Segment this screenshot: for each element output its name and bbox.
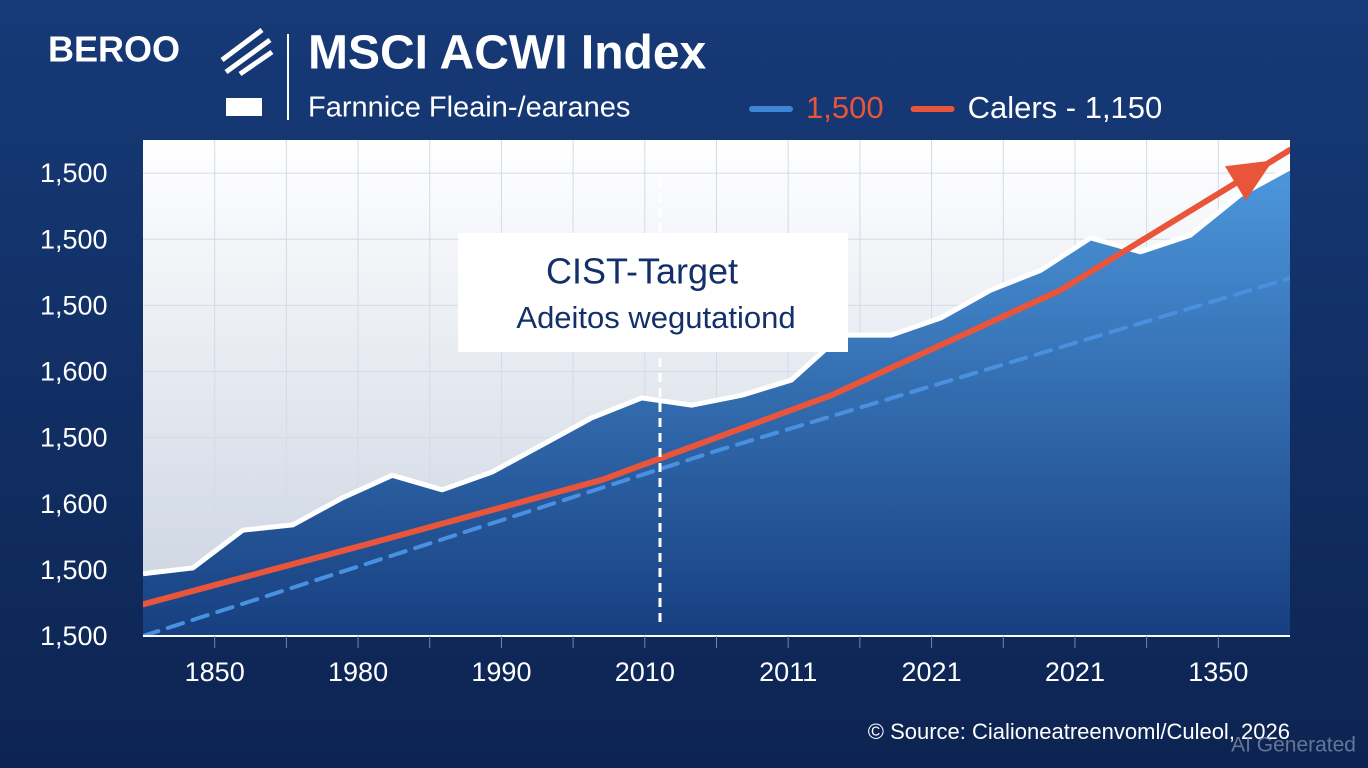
marks — [143, 146, 1290, 636]
line — [143, 276, 1290, 636]
y-tick-label: 1,500 — [40, 290, 108, 320]
y-tick-label: 1,500 — [40, 224, 108, 254]
legend-label: 1,500 — [806, 90, 884, 125]
x-tick-label: 1980 — [328, 657, 388, 687]
watermark: AI Generated — [1231, 734, 1356, 757]
x-tick-label: 2021 — [1045, 657, 1105, 687]
annotation-box — [458, 233, 848, 352]
x-tick-label: 2021 — [902, 657, 962, 687]
y-tick-label: 1,600 — [40, 489, 108, 519]
chart-title: MSCI ACWI Index — [308, 27, 707, 80]
y-tick-label: 1,500 — [40, 621, 108, 651]
x-tick-label: 1990 — [471, 657, 531, 687]
annotation: CIST-Target Adeitos wegutationd — [458, 178, 848, 626]
y-tick-label: 1,500 — [40, 423, 108, 453]
x-tick-label: 2011 — [759, 657, 817, 687]
y-tick-label: 1,500 — [40, 555, 108, 585]
chart-subtitle: Farnnice Fleain-/earanes — [308, 92, 630, 124]
axes: 1,500 1,500 1,600 1,500 1,600 1,500 1,500 1,500… — [40, 158, 1248, 687]
y-tick-label: 1,600 — [40, 357, 108, 387]
line — [143, 146, 1290, 608]
y-tick-label: 1,500 — [40, 158, 108, 188]
annotation-title: CIST-Target — [546, 251, 738, 292]
legend-label: Calers - 1,150 — [968, 90, 1163, 125]
x-tick-label: 2010 — [615, 657, 675, 687]
legend: 1,500 Calers - 1,150 — [749, 90, 1163, 125]
x-tick-label: 1850 — [185, 657, 245, 687]
arrow-head — [1224, 160, 1273, 201]
x-tick-label: 1350 — [1188, 657, 1248, 687]
area-outline — [143, 165, 1290, 577]
logo — [220, 28, 289, 120]
brand: BEROO — [48, 29, 180, 70]
source: © Source: Cialioneatreenvoml/Culeol, 202… — [868, 719, 1290, 744]
annotation-text: Adeitos wegutationd — [516, 300, 795, 335]
